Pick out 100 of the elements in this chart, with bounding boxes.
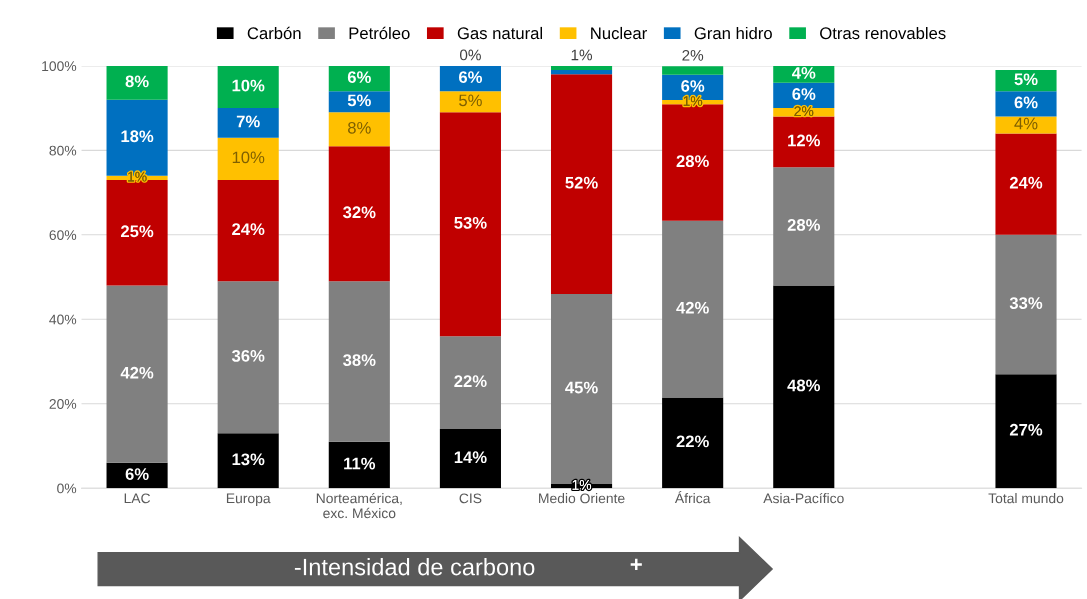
y-tick-label: 100% — [42, 61, 77, 72]
legend-label: Gran hidro — [694, 26, 772, 40]
bar — [662, 66, 724, 75]
data-label: 14% — [454, 451, 487, 464]
data-label: 1% — [571, 49, 593, 61]
data-label: 42% — [676, 301, 709, 314]
bar — [217, 137, 279, 180]
bar — [439, 112, 501, 337]
bar — [995, 234, 1057, 375]
x-tick-label: LAC — [124, 493, 151, 504]
bar — [995, 133, 1057, 235]
text: -Intensidad de carbono — [294, 558, 535, 576]
data-label: 8% — [347, 121, 371, 134]
data-label: 10% — [232, 151, 265, 164]
bar — [662, 397, 724, 489]
data-label: 53% — [454, 216, 487, 229]
data-label: 0% — [459, 49, 481, 61]
x-tick-label: CIS — [459, 493, 482, 504]
bar — [328, 146, 390, 282]
data-label: 24% — [232, 223, 265, 236]
data-label: 27% — [1009, 423, 1043, 436]
text: + — [630, 558, 642, 571]
data-label: 6% — [681, 80, 705, 92]
x-tick-label: Europa — [226, 493, 271, 506]
y-tick-label: 0% — [57, 483, 77, 494]
data-label: 6% — [458, 71, 483, 84]
bar — [106, 285, 168, 463]
data-label: 6% — [125, 468, 149, 480]
bar — [217, 281, 279, 434]
data-label: 6% — [1014, 96, 1038, 109]
bar — [106, 462, 168, 489]
bar — [217, 65, 279, 109]
bar — [439, 429, 501, 489]
data-label: 45% — [565, 381, 598, 394]
legend-label: Carbón — [247, 26, 301, 40]
bar — [106, 65, 168, 100]
data-label: 25% — [120, 225, 154, 238]
data-label: 4% — [1014, 117, 1038, 130]
data-label: 6% — [347, 71, 371, 84]
data-label: 6% — [792, 88, 816, 100]
data-label: 52% — [565, 176, 598, 189]
bar — [662, 104, 724, 221]
x-tick-label: Norteamérica, exc. México — [316, 492, 402, 519]
x-tick-label: Medio Oriente — [539, 493, 625, 504]
y-tick-label: 60% — [49, 230, 77, 240]
data-label: 38% — [343, 354, 376, 366]
bar — [217, 179, 279, 282]
data-label: 5% — [1014, 73, 1038, 86]
bar — [328, 65, 390, 92]
bar — [550, 70, 613, 75]
bar — [773, 285, 835, 489]
bar — [439, 91, 501, 113]
data-label: 7% — [236, 115, 260, 128]
bar — [439, 65, 501, 92]
data-label: 12% — [788, 134, 821, 147]
data-label: 28% — [676, 155, 709, 168]
y-tick-label: 40% — [49, 314, 77, 325]
x-tick-label: Total mundo — [988, 493, 1064, 504]
y-tick-label: 20% — [49, 399, 77, 409]
data-label: 5% — [347, 94, 371, 107]
data-label: 22% — [676, 435, 709, 448]
bar — [995, 70, 1057, 92]
legend-label: Gas natural — [457, 26, 543, 40]
data-label: 5% — [459, 94, 482, 107]
data-label: 8% — [125, 75, 149, 88]
legend-label: Petróleo — [349, 26, 410, 40]
data-label: 4% — [791, 67, 816, 79]
data-label: 2% — [682, 49, 704, 61]
bar — [439, 336, 501, 430]
data-label: 2% — [794, 106, 814, 117]
bar — [550, 74, 613, 294]
data-label: 48% — [787, 379, 821, 392]
data-label: 42% — [120, 366, 154, 379]
data-label: 24% — [1009, 176, 1043, 189]
legend-label: Otras renovables — [820, 26, 946, 40]
data-label: 13% — [232, 453, 265, 466]
data-label: 33% — [1009, 297, 1043, 309]
data-label: 32% — [343, 206, 376, 219]
bar — [328, 281, 390, 442]
bar — [550, 65, 613, 71]
bar — [217, 108, 279, 138]
bar — [773, 116, 835, 168]
data-label: 11% — [344, 457, 376, 470]
bar — [217, 433, 279, 489]
data-label: 1% — [572, 480, 592, 490]
data-label: 22% — [454, 375, 487, 388]
bar — [662, 220, 724, 398]
bar — [328, 441, 390, 489]
data-label: 18% — [121, 130, 154, 143]
bar — [773, 167, 835, 286]
data-label: 10% — [232, 79, 265, 92]
bar — [995, 374, 1057, 489]
data-label: 36% — [231, 349, 265, 362]
x-tick-label: África — [674, 491, 711, 504]
bar — [328, 91, 390, 113]
data-label: 28% — [787, 219, 821, 231]
x-tick-label: Asia-Pacífico — [763, 492, 844, 504]
bar — [328, 112, 390, 147]
legend-label: Nuclear — [591, 26, 647, 40]
y-tick-label: 80% — [49, 145, 77, 156]
